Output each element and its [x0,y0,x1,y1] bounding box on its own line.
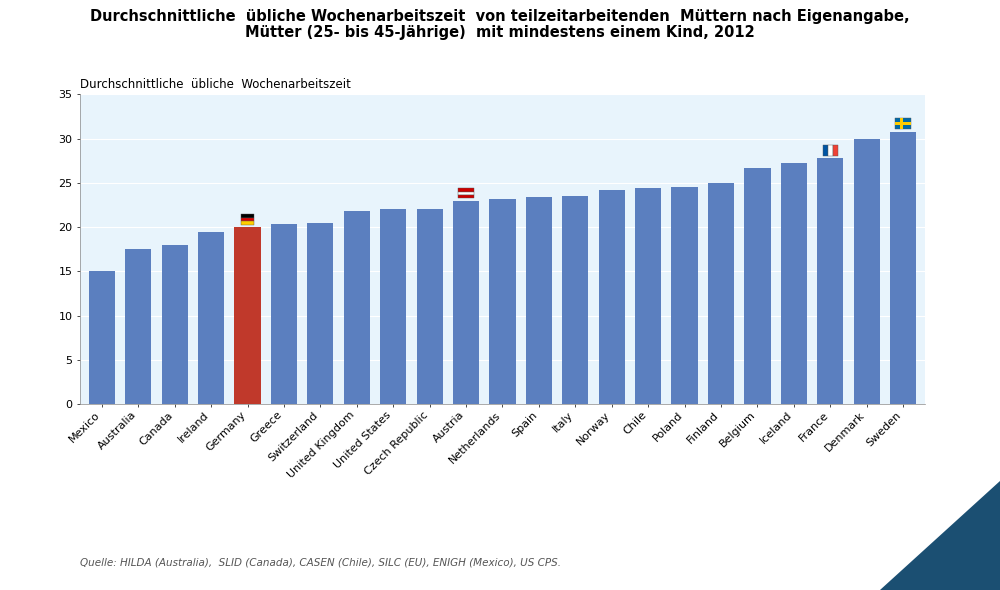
Bar [307,223,333,404]
Polygon shape [880,481,1000,590]
Bar [671,188,698,404]
Bar [380,209,406,404]
Bar [234,227,261,404]
FancyBboxPatch shape [241,221,254,225]
FancyBboxPatch shape [458,192,474,195]
Bar [562,196,588,404]
Bar [635,188,661,404]
Bar [599,190,625,404]
Bar [890,132,916,404]
FancyBboxPatch shape [241,214,254,218]
Text: Quelle: HILDA (Australia),  SLID (Canada), CASEN (Chile), SILC (EU), ENIGH (Mexi: Quelle: HILDA (Australia), SLID (Canada)… [80,558,561,568]
FancyBboxPatch shape [895,122,911,125]
Bar [125,249,151,404]
Bar [198,232,224,404]
Bar [708,183,734,404]
Bar [417,209,443,404]
Bar [854,139,880,404]
Bar [344,211,370,404]
Bar [817,158,843,404]
Bar [162,245,188,404]
Bar [781,163,807,404]
Text: Mütter (25- bis 45-Jährige)  mit mindestens einem Kind, 2012: Mütter (25- bis 45-Jährige) mit mindeste… [245,25,755,40]
FancyBboxPatch shape [833,145,838,156]
FancyBboxPatch shape [241,218,254,221]
Bar [453,201,479,404]
FancyBboxPatch shape [458,188,474,192]
Bar [526,197,552,404]
FancyBboxPatch shape [895,118,911,129]
Text: Durchschnittliche  übliche  Wochenarbeitszeit: Durchschnittliche übliche Wochenarbeitsz… [80,78,351,91]
FancyBboxPatch shape [900,118,903,129]
Bar [744,168,771,404]
Bar [489,199,516,404]
FancyBboxPatch shape [823,145,828,156]
FancyBboxPatch shape [458,195,474,198]
Text: Durchschnittliche  übliche Wochenarbeitszeit  von teilzeitarbeitenden  Müttern n: Durchschnittliche übliche Wochenarbeitsz… [90,9,910,24]
Bar [89,270,115,404]
Bar [271,225,297,404]
FancyBboxPatch shape [828,145,833,156]
